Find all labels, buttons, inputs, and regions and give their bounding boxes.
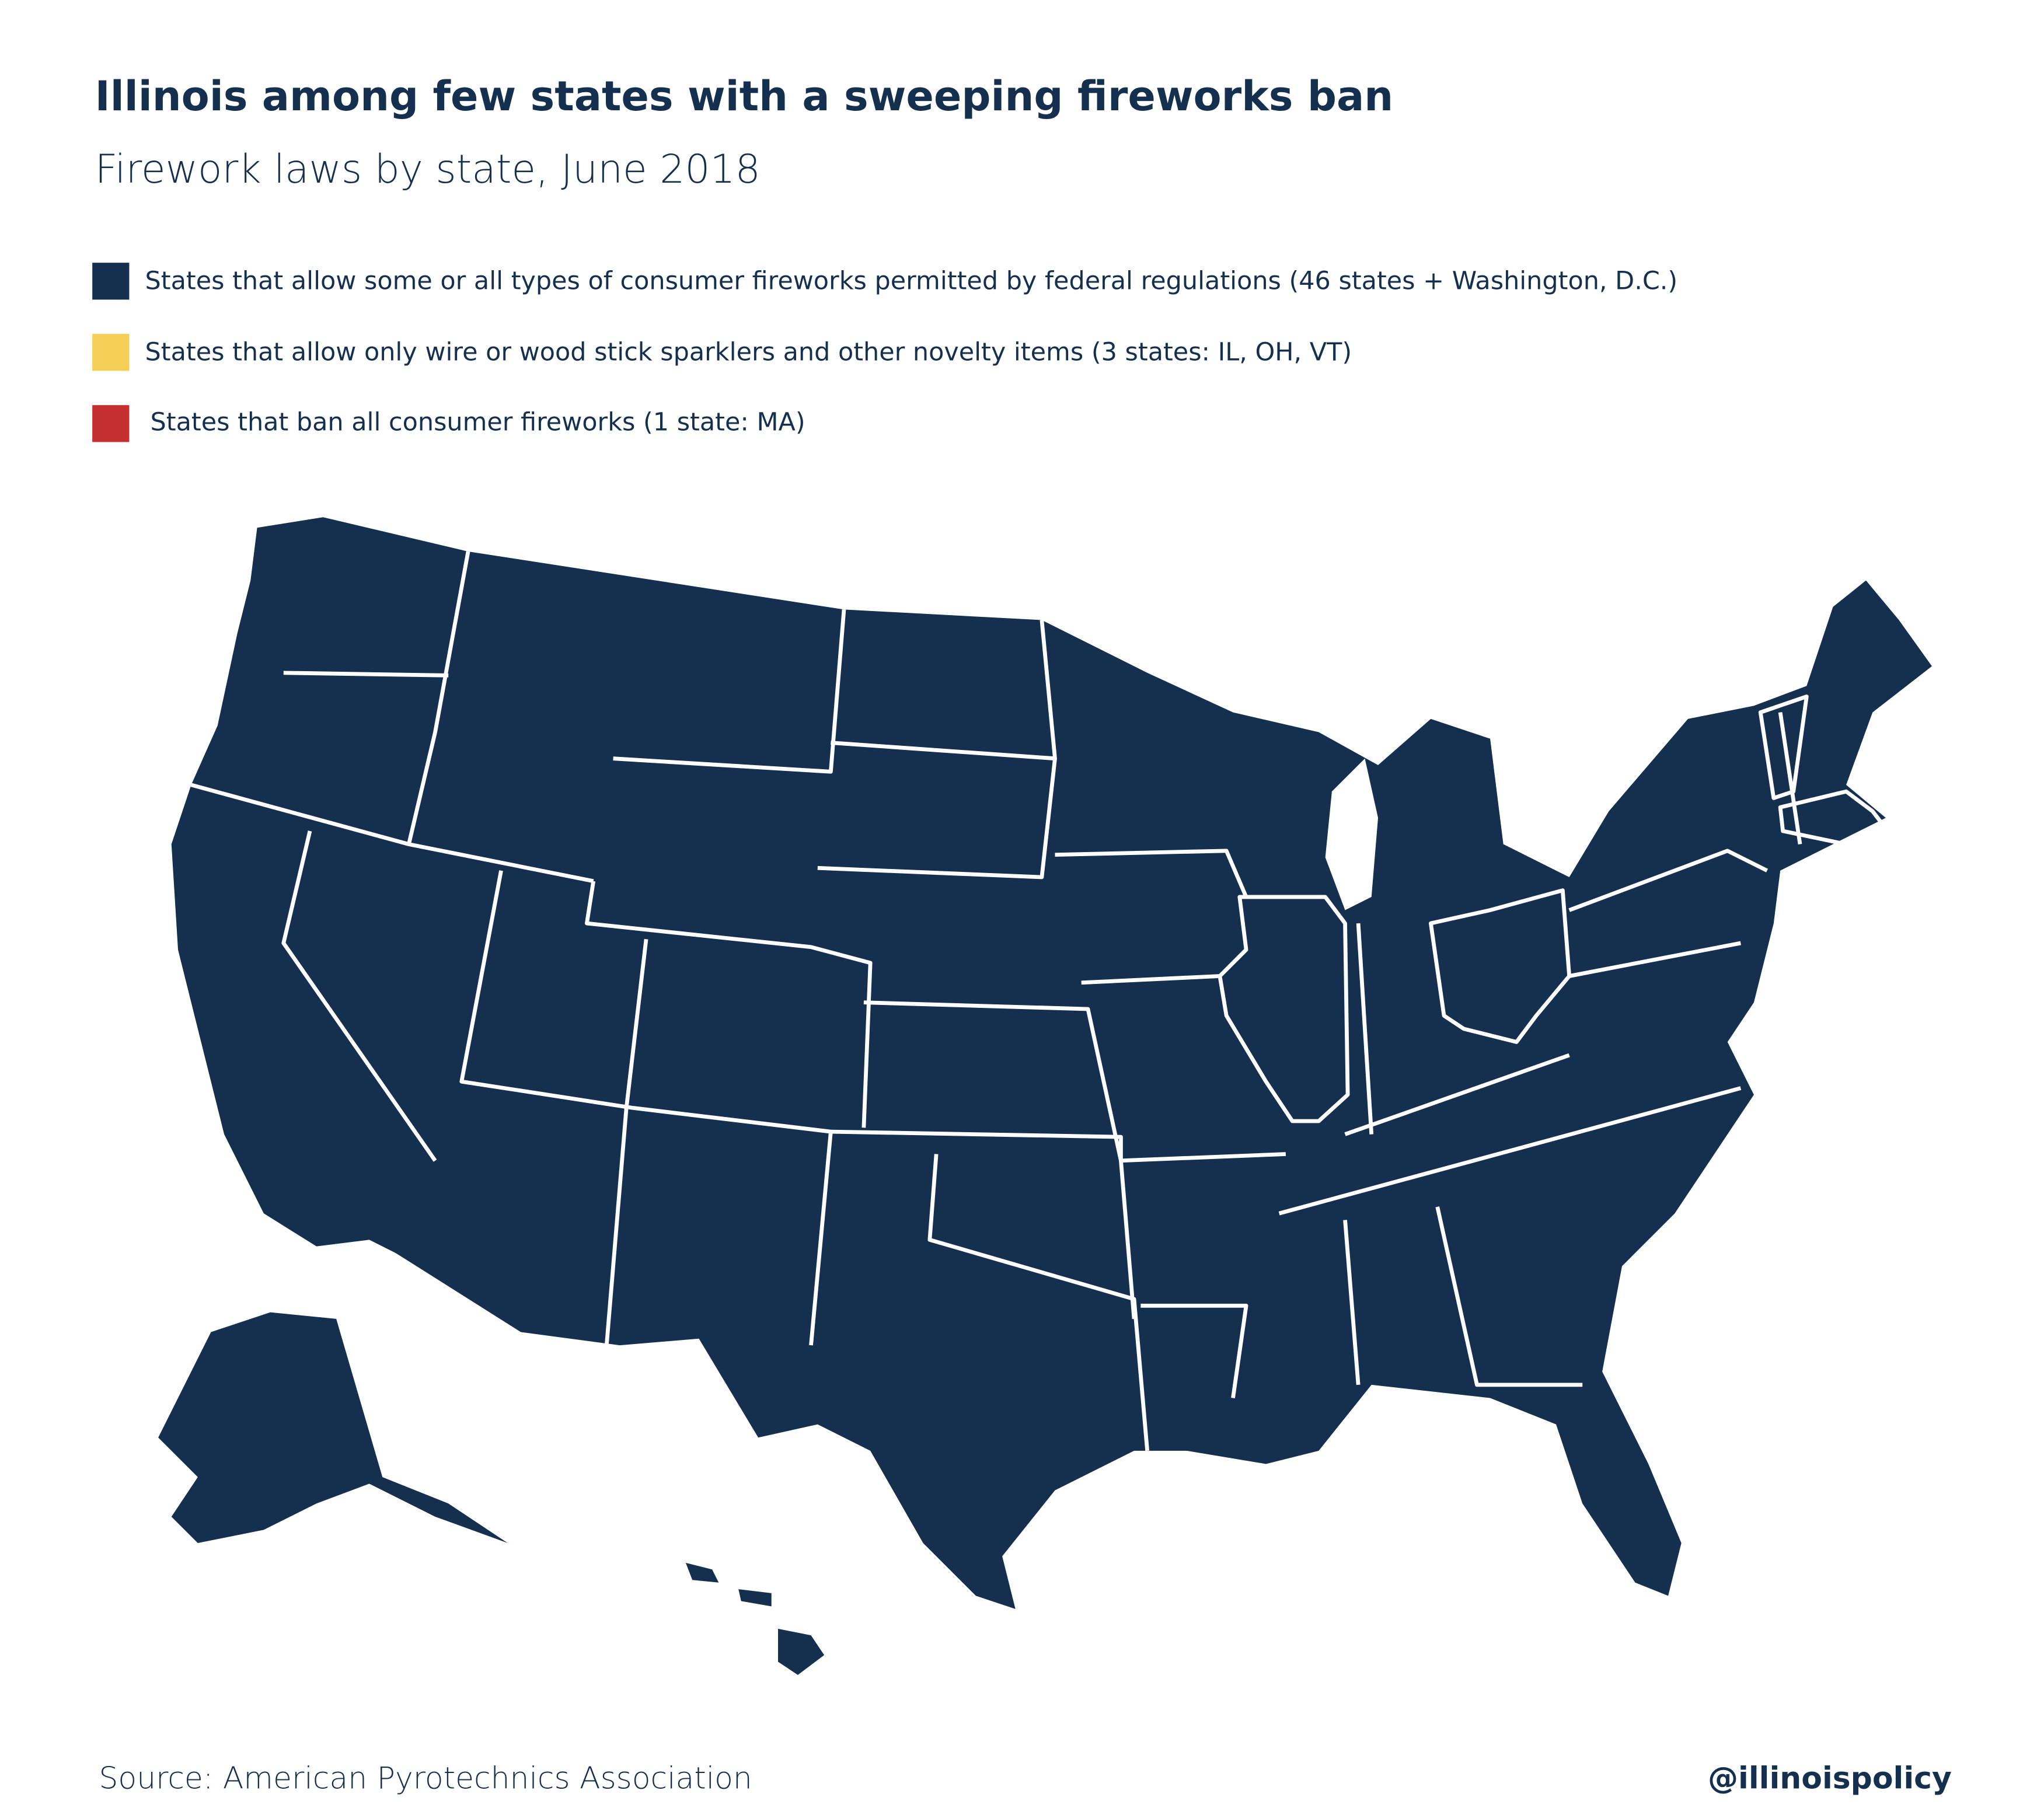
legend-swatch [92, 405, 130, 442]
lower-48 [171, 517, 1932, 1609]
source: Source: American Pyrotechnics Associatio… [99, 1761, 752, 1796]
illinois [1218, 895, 1350, 1123]
hawaii [685, 1562, 719, 1583]
title: Illinois among few states with a sweepin… [95, 72, 1393, 120]
massachusetts [1778, 789, 1888, 846]
ohio [1429, 888, 1572, 1044]
lake-michigan [1325, 758, 1379, 910]
map [158, 517, 1932, 1675]
vermont [1758, 694, 1809, 800]
legend-label: States that ban all consumer fireworks (… [151, 407, 805, 437]
legend: States that allow some or all types of c… [92, 263, 1677, 442]
hawaii [738, 1589, 772, 1607]
alaska [158, 1312, 508, 1544]
hawaii [778, 1628, 825, 1675]
legend-swatch [92, 263, 130, 300]
handle: @illinoispolicy [1708, 1761, 1952, 1796]
legend-swatch [92, 334, 130, 371]
legend-label: States that allow some or all types of c… [145, 267, 1678, 296]
legend-label: States that allow only wire or wood stic… [145, 338, 1352, 367]
subtitle: Firework laws by state, June 2018 [95, 146, 761, 192]
state-borders [190, 551, 1802, 1451]
